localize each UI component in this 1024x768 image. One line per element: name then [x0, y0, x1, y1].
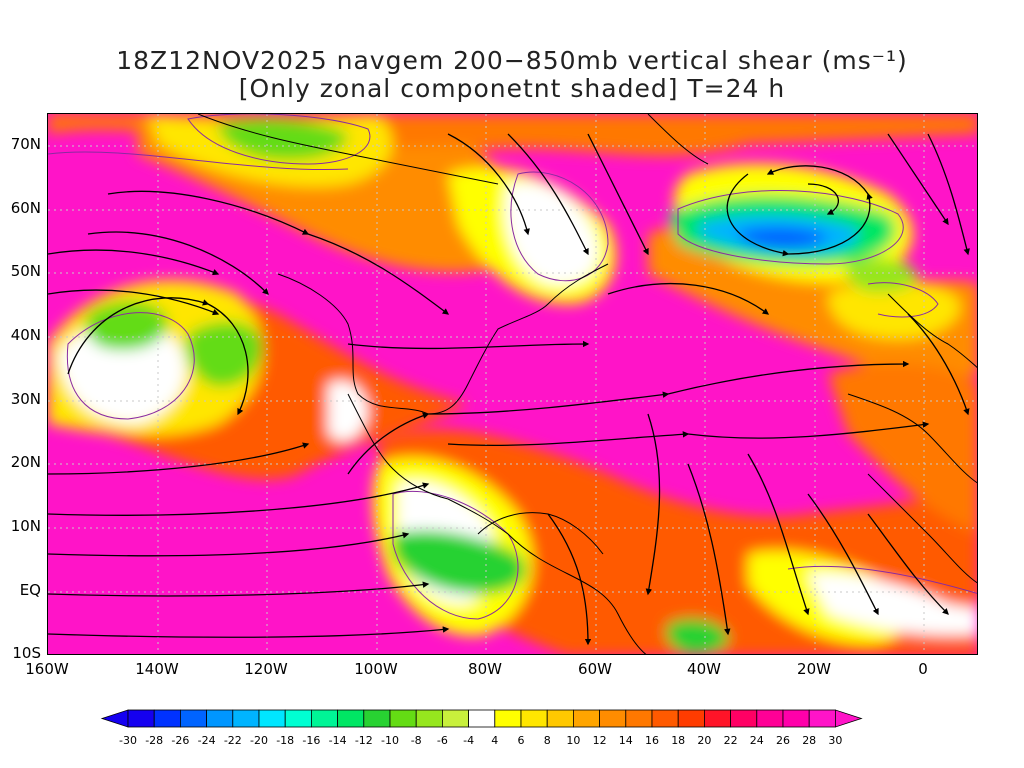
colorbar-cell: [677, 709, 705, 728]
lat-label-60n: 60N: [10, 199, 41, 217]
colorbar-cell: [782, 709, 810, 728]
lon-label-140w: 140W: [135, 660, 179, 678]
colorbar-label: 6: [518, 734, 525, 747]
colorbar-label: 16: [645, 734, 659, 747]
colorbar-max-arrow: [835, 709, 863, 728]
grid-lines: [48, 114, 977, 654]
colorbar-cell: [179, 709, 207, 728]
lon-label-160w: 160W: [25, 660, 69, 678]
colorbar-label: 10: [566, 734, 580, 747]
shading-regions: [48, 114, 977, 654]
colorbar-cell: [337, 709, 365, 728]
lon-label-100w: 100W: [354, 660, 398, 678]
lon-label-40w: 40W: [687, 660, 721, 678]
lon-label-0: 0: [918, 660, 928, 678]
colorbar-cell: [232, 709, 260, 728]
colorbar-label: 26: [776, 734, 790, 747]
lon-label-60w: 60W: [578, 660, 612, 678]
colorbar-label: -16: [302, 734, 320, 747]
colorbar-label: -22: [224, 734, 242, 747]
colorbar-label: -4: [463, 734, 474, 747]
colorbar-cell: [363, 709, 391, 728]
lat-label-70n: 70N: [10, 135, 41, 153]
colorbar-label: -20: [250, 734, 268, 747]
colorbar-label: 18: [671, 734, 685, 747]
colorbar-cell: [599, 709, 627, 728]
lon-label-20w: 20W: [797, 660, 831, 678]
streamlines: [48, 133, 970, 646]
colorbar-label: 4: [491, 734, 498, 747]
colorbar-cell: [127, 709, 155, 728]
colorbar-label: 22: [724, 734, 738, 747]
colorbar-cell: [756, 709, 784, 728]
colorbar-cell: [520, 709, 548, 728]
colorbar-cell: [808, 709, 836, 728]
map-title-line-2: [Only zonal componetnt shaded] T=24 h: [238, 74, 786, 103]
colorbar-label: -8: [411, 734, 422, 747]
coastlines: [197, 114, 977, 654]
lat-label-20n: 20N: [10, 453, 41, 471]
colorbar-cell: [153, 709, 181, 728]
colorbar-label: 20: [697, 734, 711, 747]
colorbar-label: -6: [437, 734, 448, 747]
colorbar-cells: [100, 709, 863, 728]
colorbar: -30 -28 -26 -24 -22 -20 -18 -16 -14 -12 -10 -8 -6 -4 4…: [100, 709, 863, 747]
shear-map-canvas: [48, 114, 977, 654]
colorbar-label: 30: [828, 734, 842, 747]
colorbar-cell: [310, 709, 338, 728]
colorbar-label: -14: [329, 734, 347, 747]
lon-label-80w: 80W: [468, 660, 502, 678]
lon-label-120w: 120W: [244, 660, 288, 678]
colorbar-cell: [389, 709, 417, 728]
lat-label-50n: 50N: [10, 262, 41, 280]
colorbar-cell: [730, 709, 758, 728]
map-title-line-1: 18Z12NOV2025 navgem 200−850mb vertical s…: [116, 46, 908, 75]
colorbar-cell: [546, 709, 574, 728]
colorbar-cell: [494, 709, 522, 728]
colorbar-label: -10: [381, 734, 399, 747]
colorbar-cell: [651, 709, 679, 728]
colorbar-cell: [284, 709, 312, 728]
colorbar-label: -12: [355, 734, 373, 747]
colorbar-cell: [206, 709, 234, 728]
colorbar-cell: [415, 709, 443, 728]
shear-map: [47, 113, 978, 655]
colorbar-label: 12: [593, 734, 607, 747]
colorbar-min-arrow: [100, 709, 129, 728]
lat-label-30n: 30N: [10, 390, 41, 408]
lat-label-eq: EQ: [19, 581, 41, 599]
colorbar-cell: [468, 709, 496, 728]
colorbar-label: 8: [544, 734, 551, 747]
colorbar-labels: -30 -28 -26 -24 -22 -20 -18 -16 -14 -12 -10 -8 -6 -4 4…: [119, 734, 842, 747]
colorbar-label: -28: [145, 734, 163, 747]
lat-label-10n: 10N: [10, 517, 41, 535]
colorbar-label: 14: [619, 734, 633, 747]
colorbar-label: 28: [802, 734, 816, 747]
colorbar-label: -30: [119, 734, 137, 747]
colorbar-cell: [573, 709, 601, 728]
colorbar-cell: [625, 709, 653, 728]
colorbar-label: -24: [198, 734, 216, 747]
colorbar-cell: [441, 709, 469, 728]
lat-label-40n: 40N: [10, 326, 41, 344]
colorbar-cell: [258, 709, 286, 728]
colorbar-label: -26: [171, 734, 189, 747]
colorbar-label: 24: [750, 734, 764, 747]
colorbar-cell: [704, 709, 732, 728]
colorbar-label: -18: [276, 734, 294, 747]
lat-label-10s: 10S: [12, 644, 41, 662]
